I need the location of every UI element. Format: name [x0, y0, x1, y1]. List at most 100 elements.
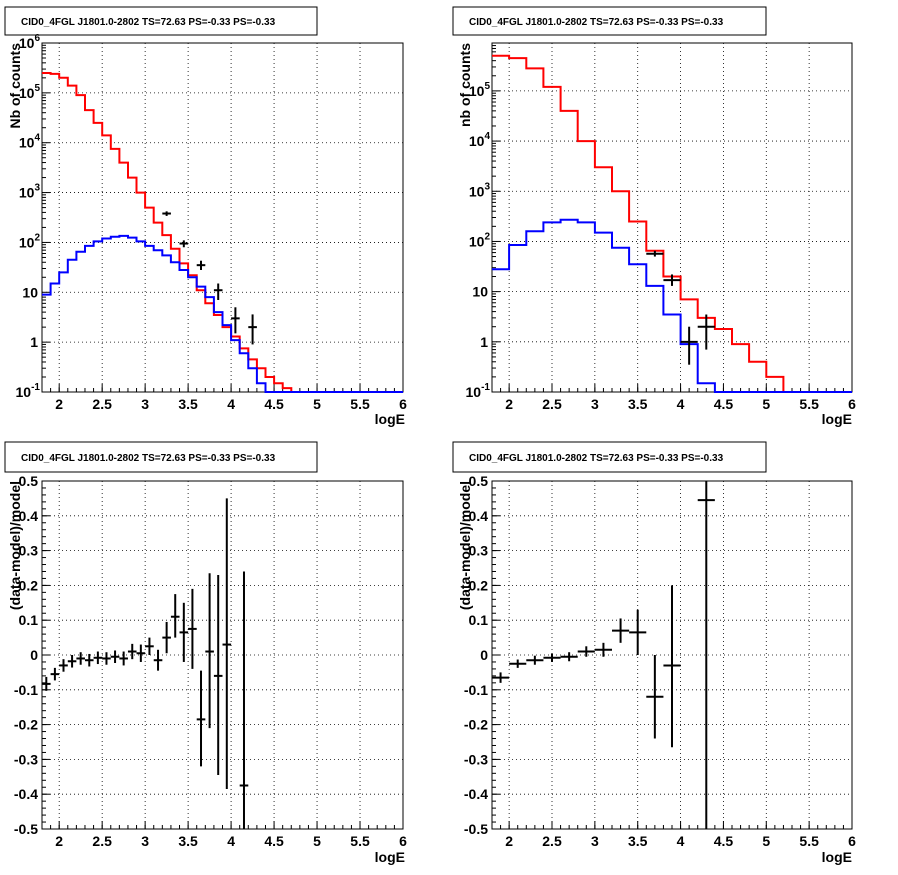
y-tick-label: -0.5 — [464, 821, 488, 837]
data-point — [110, 650, 120, 664]
model-total-histogram — [42, 72, 403, 393]
y-tick-exponent: 5 — [484, 81, 490, 92]
panel-top-right: CID0_4FGL J1801.0-2802 TS=72.63 PS=-0.33… — [452, 6, 856, 427]
data-point — [136, 644, 146, 662]
y-tick-label: 0.1 — [469, 612, 489, 628]
x-tick-label: 3 — [591, 396, 599, 412]
data-point — [50, 667, 60, 681]
y-tick-label: 1 — [480, 334, 488, 350]
y-tick-label: 102 — [19, 232, 41, 250]
y-tick-base: 10 — [469, 133, 485, 149]
data-point — [663, 274, 681, 286]
x-tick-label: 2 — [505, 396, 513, 412]
y-tick-label: -0.4 — [14, 786, 38, 802]
x-tick-label: 4 — [227, 833, 235, 849]
plot-frame — [41, 42, 404, 393]
data-point — [697, 481, 715, 829]
x-axis-label: logE — [822, 849, 852, 865]
title-box — [4, 6, 318, 36]
x-tick-label: 2 — [55, 833, 63, 849]
x-tick-label: 4.5 — [714, 396, 734, 412]
y-tick-exponent: 6 — [34, 33, 40, 44]
y-tick-exponent: -1 — [481, 382, 490, 393]
x-tick-label: 5 — [762, 396, 770, 412]
data-point — [119, 651, 128, 666]
data-point — [76, 652, 85, 665]
data-point — [560, 652, 578, 662]
x-tick-label: 3 — [141, 396, 149, 412]
data-point — [612, 618, 630, 643]
y-tick-label: -0.4 — [464, 786, 488, 802]
y-tick-base: 10 — [19, 85, 35, 101]
y-tick-base: 10 — [469, 83, 485, 99]
data-point — [153, 649, 163, 671]
data-point — [663, 585, 681, 748]
data-point — [67, 655, 77, 668]
data-point — [188, 588, 197, 669]
data-point — [231, 307, 240, 334]
data-point — [222, 498, 232, 789]
chart-title: CID0_4FGL J1801.0-2802 TS=72.63 PS=-0.33… — [469, 17, 724, 28]
plot-frame — [491, 42, 853, 393]
y-tick-label: 0.3 — [19, 543, 39, 559]
y-axis-label: (data-model)/model — [7, 481, 23, 610]
y-tick-label: 104 — [469, 131, 491, 149]
x-tick-label: 5.5 — [350, 396, 370, 412]
y-tick-label: 103 — [19, 183, 41, 201]
y-tick-label: -0.2 — [14, 717, 38, 733]
data-point — [179, 240, 189, 248]
x-axis-label: logE — [375, 411, 405, 427]
y-tick-label: -0.1 — [14, 682, 38, 698]
y-tick-label: 0.5 — [19, 473, 39, 489]
y-axis-label: Nb of counts — [7, 43, 23, 129]
y-tick-label: 0.4 — [19, 508, 39, 524]
panel-top-left: CID0_4FGL J1801.0-2802 TS=72.63 PS=-0.33… — [4, 6, 407, 427]
y-tick-base: 10 — [466, 384, 482, 400]
chart-title: CID0_4FGL J1801.0-2802 TS=72.63 PS=-0.33… — [21, 17, 276, 28]
data-point — [205, 573, 214, 729]
y-tick-base: 10 — [469, 233, 485, 249]
data-point — [629, 609, 647, 655]
y-tick-exponent: 3 — [34, 183, 40, 194]
x-tick-label: 5.5 — [799, 396, 819, 412]
y-tick-label: 10 — [472, 284, 488, 300]
y-tick-label: 105 — [19, 83, 41, 101]
x-tick-label: 5.5 — [350, 833, 370, 849]
x-tick-label: 4.5 — [264, 833, 284, 849]
data-point — [213, 574, 223, 776]
y-tick-label: 103 — [469, 181, 491, 199]
x-tick-label: 2.5 — [92, 396, 112, 412]
title-box — [4, 441, 318, 473]
y-tick-label: 0.5 — [469, 473, 489, 489]
x-tick-label: 6 — [399, 396, 407, 412]
data-point — [646, 250, 664, 257]
data-point — [697, 314, 715, 350]
x-tick-label: 3 — [141, 833, 149, 849]
model-total-histogram — [492, 54, 852, 393]
data-point — [492, 672, 510, 683]
title-box — [452, 6, 767, 36]
y-tick-label: 0 — [480, 647, 488, 663]
y-tick-label: 10-1 — [466, 382, 491, 400]
panel-bottom-left: CID0_4FGL J1801.0-2802 TS=72.63 PS=-0.33… — [4, 441, 407, 865]
data-point — [93, 651, 103, 665]
x-tick-label: 6 — [848, 396, 856, 412]
x-tick-label: 6 — [848, 833, 856, 849]
y-tick-label: 10-1 — [16, 382, 41, 400]
chart-title: CID0_4FGL J1801.0-2802 TS=72.63 PS=-0.33… — [469, 453, 724, 464]
x-tick-label: 2.5 — [542, 833, 562, 849]
y-axis-label: nb of counts — [457, 43, 473, 127]
x-axis-label: logE — [375, 849, 405, 865]
data-point — [680, 326, 698, 365]
y-tick-exponent: 4 — [484, 131, 490, 142]
y-tick-base: 10 — [469, 183, 485, 199]
x-tick-label: 5 — [313, 833, 321, 849]
x-tick-label: 3.5 — [628, 396, 648, 412]
y-tick-label: -0.3 — [464, 751, 488, 767]
y-tick-label: 0 — [30, 647, 38, 663]
y-tick-label: -0.3 — [14, 751, 38, 767]
y-tick-label: -0.5 — [14, 821, 38, 837]
chart-title: CID0_4FGL J1801.0-2802 TS=72.63 PS=-0.33… — [21, 453, 276, 464]
y-tick-label: 0.3 — [469, 543, 489, 559]
y-tick-base: 10 — [19, 185, 35, 201]
